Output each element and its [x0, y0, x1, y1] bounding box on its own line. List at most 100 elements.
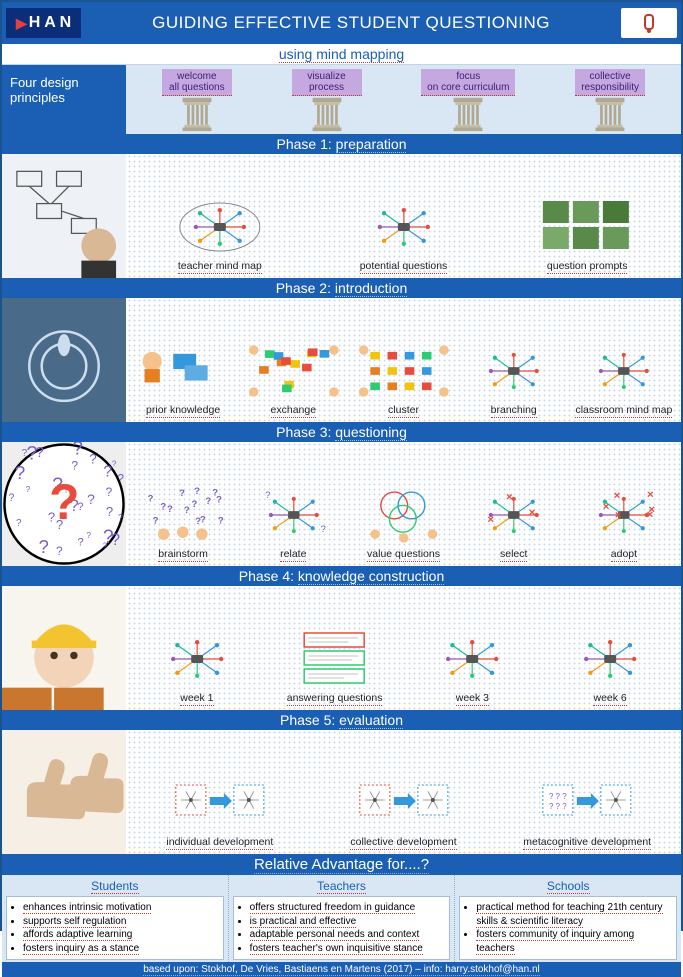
phase-5-item-0-graphic: [139, 771, 301, 835]
svg-text:?: ?: [89, 451, 97, 466]
pillar-0: welcomeall questions: [162, 69, 232, 132]
phase-3-item-2: value questions: [350, 483, 456, 562]
svg-text:?: ?: [148, 494, 154, 505]
svg-text:?: ?: [77, 537, 83, 549]
phase-2-item-2: cluster: [350, 339, 456, 418]
advantage-col-1-head: Teachers: [317, 879, 366, 894]
pillar-label-1: visualizeprocess: [292, 69, 362, 96]
svg-text:×: ×: [615, 510, 622, 522]
phase-2-item-3-label: branching: [491, 405, 537, 418]
svg-text:?: ?: [192, 499, 198, 510]
phase-4-item-0-graphic: [137, 627, 257, 691]
pillar-label-0: welcomeall questions: [162, 69, 232, 96]
phase-3-item-4-label: adopt: [611, 549, 637, 562]
phase-4-item-2-graphic: [412, 627, 532, 691]
phase-5-item-1-label: collective development: [350, 837, 456, 850]
phase-2-item-4-label: classroom mind map: [575, 405, 672, 418]
svg-text:?: ?: [161, 502, 167, 513]
logo-text: H A N: [29, 14, 71, 32]
svg-text:?: ?: [72, 442, 83, 460]
pillar-label-3: collectiveresponsibility: [575, 69, 645, 96]
advantage-col-0-bullet-1: supports self regulation: [23, 915, 219, 929]
svg-text:×: ×: [614, 491, 621, 503]
phase-5-item-1-graphic: [323, 771, 485, 835]
advantage-col-2-bullet-1: fosters community of inquiry among teach…: [476, 928, 672, 955]
phase-1-title-bar: Phase 1: preparation: [2, 134, 681, 154]
svg-text:?: ?: [49, 474, 79, 530]
advantage-body: Students enhances intrinsic motivationsu…: [2, 875, 681, 962]
svg-text:?: ?: [153, 516, 159, 527]
subtitle-text: using mind mapping: [279, 46, 404, 63]
advantage-col-1-bullet-1: is practical and effective: [250, 915, 446, 929]
advantage-col-0-head: Students: [91, 879, 138, 894]
advantage-col-1: Teachers offers structured freedom in gu…: [229, 875, 456, 962]
advantage-col-2: Schools practical method for teaching 21…: [455, 875, 681, 962]
svg-text:?: ?: [179, 489, 185, 500]
phase-1-item-2: question prompts: [497, 195, 677, 274]
phase-4-item-1: answering questions: [268, 627, 402, 706]
advantage-title: Relative Advantage for....?: [254, 856, 429, 874]
svg-text:?: ?: [9, 492, 15, 504]
svg-text:×: ×: [647, 509, 654, 521]
phase-3-item-0-graphic: ??????????????: [135, 483, 231, 547]
phase-5-item-0-label: individual development: [166, 837, 273, 850]
phase-5-item-2-label: metacognitive development: [523, 837, 651, 850]
svg-text:? ? ?: ? ? ?: [549, 802, 567, 811]
phase-4-item-2: week 3: [406, 627, 540, 706]
svg-text:?: ?: [25, 484, 30, 494]
pillar-label-2: focuson core curriculum: [421, 69, 515, 96]
phase-3-item-1: ?? relate: [240, 483, 346, 562]
advantage-col-0-bullet-3: fosters inquiry as a stance: [23, 942, 219, 956]
svg-text:?: ?: [27, 442, 38, 464]
subtitle-bar: using mind mapping: [2, 44, 681, 65]
phase-1-item-0: teacher mind map: [130, 195, 310, 274]
phase-3-body: ????????????????????????????????????????…: [2, 442, 681, 566]
phase-5-item-2: ? ? ?? ? ? metacognitive development: [497, 771, 677, 850]
phase-2-item-0-label: prior knowledge: [146, 405, 220, 418]
svg-text:?: ?: [196, 516, 202, 527]
phase-2-title-bar: Phase 2: introduction: [2, 278, 681, 298]
phase-4-item-0: week 1: [130, 627, 264, 706]
phase-3-item-3-label: select: [500, 549, 527, 562]
phase-2-items: prior knowledge exchange cluster branchi…: [126, 298, 681, 422]
svg-text:? ? ?: ? ? ?: [549, 792, 567, 801]
phase-1-item-2-label: question prompts: [547, 261, 628, 274]
advantage-col-1-list: offers structured freedom in guidanceis …: [233, 896, 451, 960]
svg-text:×: ×: [529, 508, 536, 520]
phase-5-item-1: collective development: [314, 771, 494, 850]
phase-1-title-word: preparation: [336, 136, 407, 153]
phase-5-items: individual development collective develo…: [126, 730, 681, 854]
han-logo: ▶ H A N: [6, 8, 81, 38]
svg-text:?: ?: [213, 488, 219, 499]
phase-2-item-1-label: exchange: [271, 405, 317, 418]
svg-text:×: ×: [506, 492, 513, 504]
phase-1-items: teacher mind map potential questions que…: [126, 154, 681, 278]
svg-text:?: ?: [194, 486, 200, 497]
advantage-col-2-head: Schools: [547, 879, 590, 894]
phase-4-title-word: knowledge construction: [298, 568, 444, 585]
phase-3-item-3-graphic: ×××: [466, 483, 562, 547]
footer-text: based upon: Stokhof, De Vries, Bastiaens…: [143, 964, 539, 976]
phase-3-item-0-label: brainstorm: [158, 549, 208, 562]
phase-3-item-4: ×××××× adopt: [571, 483, 677, 562]
phase-1-item-2-graphic: [506, 195, 668, 259]
phase-3-item-4-graphic: ××××××: [576, 483, 672, 547]
svg-text:?: ?: [117, 472, 124, 486]
pillars-container: welcomeall questions visualizeprocess fo…: [126, 65, 681, 134]
advantage-col-1-bullet-2: adaptable personal needs and context: [250, 928, 446, 942]
phase-4-items: week 1 answering questions week 3 week 6: [126, 586, 681, 710]
phase-3-item-1-label: relate: [280, 549, 306, 562]
phase-2-item-4: classroom mind map: [571, 339, 677, 418]
phase-2-item-0-graphic: [135, 339, 231, 403]
svg-text:?: ?: [39, 536, 49, 557]
svg-text:×: ×: [603, 502, 610, 514]
svg-text:×: ×: [647, 489, 654, 501]
svg-text:?: ?: [15, 463, 26, 484]
partner-badge: [621, 8, 677, 38]
phase-5-item-2-graphic: ? ? ?? ? ?: [506, 771, 668, 835]
phase-2-item-1: exchange: [240, 339, 346, 418]
advantage-col-1-bullet-3: fosters teacher's own inquisitive stance: [250, 942, 446, 956]
svg-text:?: ?: [56, 544, 63, 558]
phase-4-item-3: week 6: [543, 627, 677, 706]
phase-4-item-0-label: week 1: [180, 693, 213, 706]
